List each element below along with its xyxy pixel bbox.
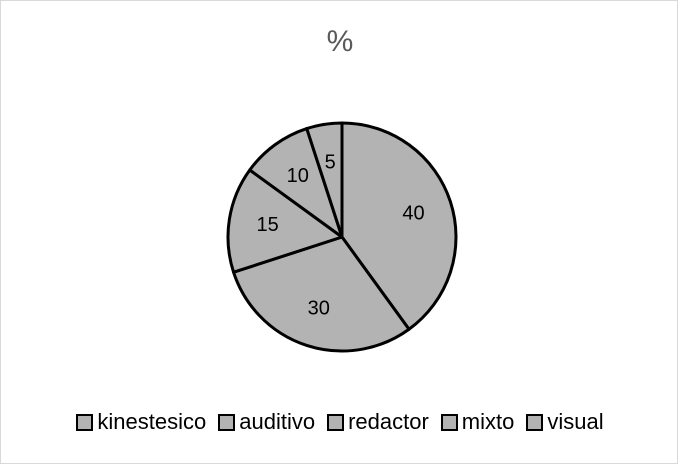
pie-slice-redactor	[226, 168, 344, 274]
legend-item-kinestesico: kinestesico	[76, 409, 206, 435]
legend-swatch-visual	[526, 413, 544, 431]
data-label-auditivo: 30	[308, 298, 330, 320]
legend-label-mixto: mixto	[461, 409, 515, 434]
legend-label-visual: visual	[547, 409, 604, 434]
legend: kinestesico auditivo redactor mixto visu…	[1, 409, 678, 435]
legend-label-redactor: redactor	[348, 409, 429, 434]
legend-item-auditivo: auditivo	[218, 409, 315, 435]
pie-slice-kinestesico	[340, 121, 458, 331]
data-label-kinestesico: 40	[402, 203, 424, 225]
pie-slice-visual	[305, 121, 344, 239]
chart-title: %	[326, 25, 354, 58]
legend-swatch-kinestesico	[76, 413, 94, 431]
legend-item-visual: visual	[526, 409, 604, 435]
legend-swatch-mixto	[440, 413, 458, 431]
data-label-mixto: 10	[287, 165, 309, 187]
pie-slice-auditivo	[232, 235, 411, 353]
legend-swatch-auditivo	[218, 413, 236, 431]
legend-swatch-redactor	[327, 413, 345, 431]
legend-label-auditivo: auditivo	[239, 409, 316, 434]
data-label-redactor: 15	[257, 214, 279, 236]
legend-item-redactor: redactor	[327, 409, 429, 435]
data-label-visual: 5	[325, 152, 336, 174]
legend-item-mixto: mixto	[440, 409, 515, 435]
legend-label-kinestesico: kinestesico	[97, 409, 207, 434]
